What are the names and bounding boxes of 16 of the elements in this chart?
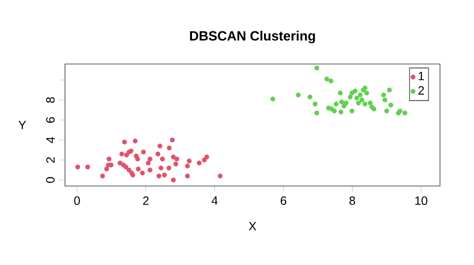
y-tick-label: 4	[46, 137, 55, 144]
y-tick-label: 6	[46, 117, 55, 123]
x-axis-title: X	[248, 222, 256, 230]
x-tick-label: 10	[415, 196, 428, 205]
legend-label: 2	[418, 86, 424, 95]
y-tick-label: 8	[46, 97, 55, 103]
y-tick-label: 2	[46, 157, 55, 163]
legend-label: 1	[418, 72, 424, 80]
x-tick-label: 6	[280, 196, 286, 205]
x-tick-label: 4	[212, 196, 218, 205]
y-axis-title: Y	[18, 120, 26, 130]
x-tick-label: 2	[143, 196, 149, 205]
y-tick-label: 0	[46, 177, 55, 183]
x-tick-label: 0	[74, 196, 80, 205]
x-tick-label: 8	[349, 196, 356, 205]
chart-title: DBSCAN Clustering	[190, 30, 315, 44]
